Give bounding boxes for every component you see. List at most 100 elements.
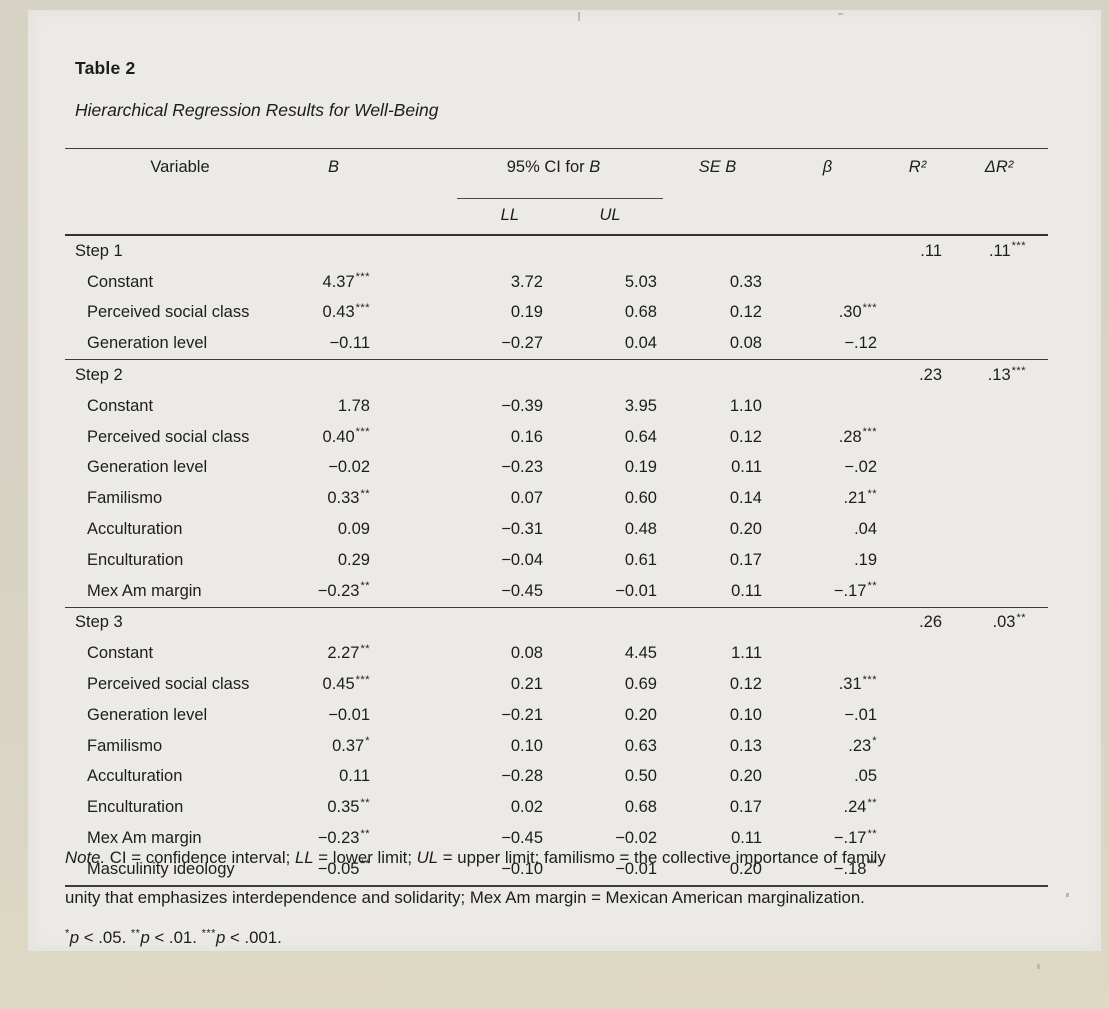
cell-seb: 0.12 bbox=[729, 303, 762, 322]
cell-ul bbox=[555, 235, 665, 267]
note-segment: = upper limit; familismo = the collectiv… bbox=[438, 848, 886, 867]
cell-beta bbox=[770, 359, 885, 391]
cell-ul: 0.69 bbox=[624, 675, 657, 694]
cell-ul: 4.45 bbox=[624, 644, 657, 663]
cell-seb bbox=[665, 235, 770, 267]
significance-stars: ** bbox=[867, 858, 877, 871]
cell-ll: −0.23 bbox=[501, 458, 543, 477]
cell-ul: 0.61 bbox=[624, 550, 657, 569]
note-segment: *** bbox=[201, 927, 216, 940]
variable-row: Perceived social class 0.45*** 0.21 0.69 0.1… bbox=[65, 669, 1048, 700]
cell-ll: −0.28 bbox=[501, 767, 543, 786]
cell-b bbox=[295, 359, 372, 391]
cell-dr2 bbox=[950, 792, 1048, 823]
cell-b: 4.37*** bbox=[322, 271, 370, 291]
col-header-ci: 95% CI for B bbox=[372, 148, 665, 199]
significance-stars: *** bbox=[1011, 240, 1026, 253]
cell-seb: 1.11 bbox=[731, 644, 762, 663]
cell-seb: 0.33 bbox=[729, 272, 762, 291]
cell-ll: −0.45 bbox=[501, 581, 543, 600]
variable-row: Constant 4.37*** 3.72 5.03 0.33 bbox=[65, 267, 1048, 298]
col-header-beta: β bbox=[770, 148, 885, 236]
cell-ul: 0.19 bbox=[624, 458, 657, 477]
significance-stars: ** bbox=[360, 858, 370, 871]
cell-beta: .30*** bbox=[838, 301, 877, 322]
cell-ul: 0.50 bbox=[624, 767, 657, 786]
cell-b: 0.35** bbox=[327, 796, 370, 817]
row-label: Perceived social class bbox=[87, 427, 250, 446]
significance-stars: ** bbox=[360, 580, 370, 593]
cell-seb: 0.10 bbox=[729, 705, 762, 724]
cell-r2 bbox=[885, 545, 950, 576]
step-row: Step 3 .26.03** bbox=[65, 606, 1048, 639]
variable-row: Constant 1.78 −0.39 3.95 1.10 bbox=[65, 391, 1048, 422]
variable-row: Generation level −0.01 −0.21 0.20 0.10 −.01 bbox=[65, 700, 1048, 731]
cell-beta: .23* bbox=[848, 735, 877, 755]
cell-ll bbox=[372, 606, 555, 639]
cell-ll: −0.21 bbox=[501, 705, 543, 724]
note-segment: * bbox=[65, 927, 70, 940]
cell-seb bbox=[665, 606, 770, 639]
cell-beta: .28*** bbox=[838, 426, 877, 446]
cell-r2: .23 bbox=[885, 359, 950, 391]
row-label: Perceived social class bbox=[87, 675, 250, 694]
row-label: Enculturation bbox=[87, 550, 184, 569]
row-label: Generation level bbox=[87, 705, 208, 724]
significance-stars: ** bbox=[1016, 611, 1026, 624]
variable-row: Acculturation 0.11 −0.28 0.50 0.20 .05 bbox=[65, 762, 1048, 793]
cell-seb: 0.20 bbox=[665, 853, 770, 887]
significance-stars: *** bbox=[355, 673, 370, 686]
note-segment: CI = confidence interval; bbox=[105, 848, 295, 867]
significance-stars: * bbox=[872, 735, 877, 748]
significance-stars: *** bbox=[862, 301, 877, 314]
ci-b: B bbox=[589, 158, 601, 176]
significance-stars: *** bbox=[355, 426, 370, 439]
cell-r2 bbox=[885, 576, 950, 607]
cell-beta: .24** bbox=[843, 796, 877, 817]
cell-beta: −.02 bbox=[844, 458, 877, 477]
cell-beta: −.17** bbox=[833, 827, 877, 848]
cell-dr2 bbox=[950, 328, 1048, 359]
cell-dr2 bbox=[950, 545, 1048, 576]
cell-dr2 bbox=[950, 483, 1048, 514]
header-row-main: Variable B 95% CI for B SE B β R² ΔR² bbox=[65, 148, 1048, 236]
note-segment: p bbox=[140, 928, 150, 947]
note-line: Note. CI = confidence interval; LL = low… bbox=[65, 838, 1065, 878]
cell-r2: .26 bbox=[885, 606, 950, 639]
cell-seb: 0.12 bbox=[729, 427, 762, 446]
col-header-r2: R² bbox=[885, 148, 950, 236]
col-header-ll: LL bbox=[372, 199, 555, 236]
ci-prefix: 95% CI for bbox=[506, 158, 590, 176]
note-segment: unity that emphasizes interdependence an… bbox=[65, 888, 865, 907]
cell-dr2 bbox=[950, 514, 1048, 545]
cell-r2 bbox=[885, 391, 950, 422]
row-label: Generation level bbox=[87, 334, 208, 353]
table-body: Step 1 .11 .11*** Constant 4.37*** 3.72 5.03 0.… bbox=[65, 235, 1048, 887]
cell-ll bbox=[372, 235, 555, 267]
col-header-b: B bbox=[295, 148, 372, 236]
row-label: Familismo bbox=[87, 736, 163, 755]
row-label: Step 2 bbox=[65, 359, 295, 391]
regression-table: Variable B 95% CI for B SE B β R² ΔR² LL… bbox=[65, 148, 1048, 887]
note-segment: UL bbox=[416, 848, 439, 867]
note-segment: = lower limit; bbox=[313, 848, 417, 867]
table-number: Table 2 bbox=[75, 58, 136, 78]
note-segment: LL bbox=[294, 848, 314, 867]
cell-beta: −.12 bbox=[844, 334, 877, 353]
cell-r2 bbox=[885, 298, 950, 329]
cell-seb: 0.20 bbox=[729, 767, 762, 786]
cell-seb: 0.12 bbox=[729, 675, 762, 694]
cell-beta: .21** bbox=[843, 487, 877, 508]
cell-beta: .19 bbox=[854, 550, 877, 569]
step-row: Step 2 .23.13*** bbox=[65, 359, 1048, 391]
cell-ul: 0.68 bbox=[624, 303, 657, 322]
cell-dr2 bbox=[950, 391, 1048, 422]
variable-row: Familismo 0.37* 0.10 0.63 0.13 .23* bbox=[65, 731, 1048, 762]
significance-stars: ** bbox=[867, 827, 877, 840]
cell-ul: −0.02 bbox=[615, 829, 657, 848]
col-header-seb: SE B bbox=[665, 148, 770, 236]
row-label: Familismo bbox=[87, 489, 163, 508]
note-line: *p < .05. **p < .01. ***p < .001. bbox=[65, 918, 1065, 958]
cell-beta: −.01 bbox=[844, 705, 877, 724]
variable-row: Mex Am margin −0.23** −0.45 −0.02 0.11 −.17** bbox=[65, 823, 1048, 854]
